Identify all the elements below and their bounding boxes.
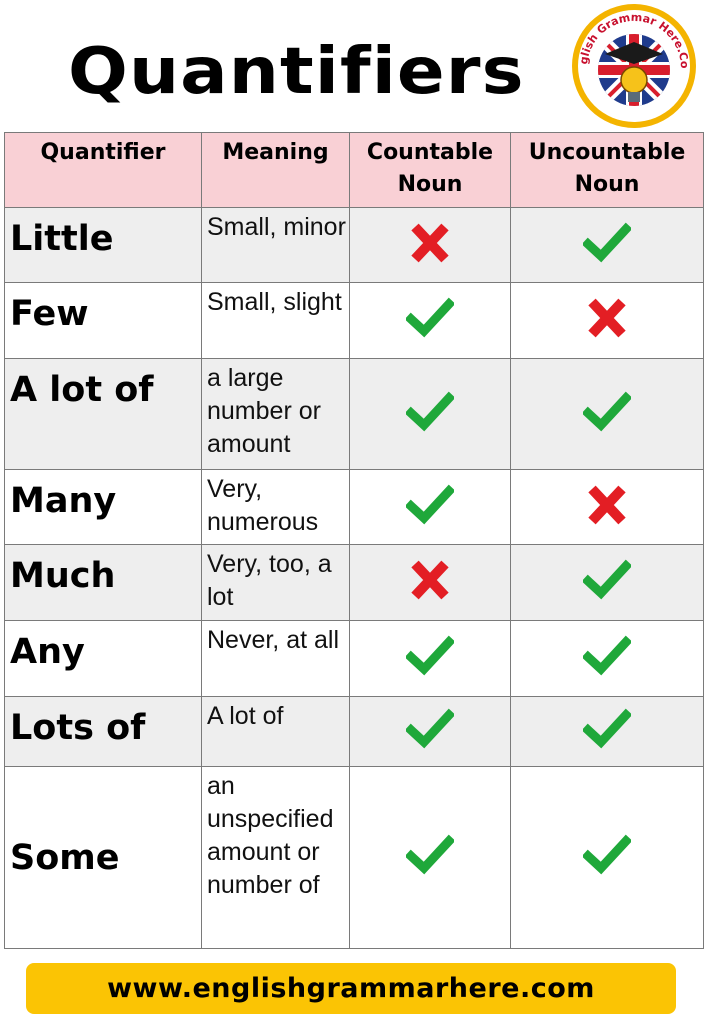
quantifier-cell: Little — [4, 207, 202, 283]
header-uncountable-line2: Noun — [574, 172, 640, 197]
table-row: Any Never, at all — [4, 620, 704, 697]
countable-cell — [349, 282, 511, 359]
header-uncountable: Uncountable Noun — [510, 132, 704, 208]
uncountable-cell — [510, 207, 704, 283]
logo-badge: English Grammar Here.Com — [563, 0, 696, 128]
cross-icon — [406, 220, 454, 266]
quantifier-cell: Lots of — [4, 696, 202, 767]
check-icon — [583, 706, 631, 752]
table-row: Much Very, too, a lot — [4, 544, 704, 621]
header-countable: Countable Noun — [349, 132, 511, 208]
countable-cell — [349, 469, 511, 545]
uncountable-cell — [510, 544, 704, 621]
table-row: Little Small, minor — [4, 207, 704, 283]
quantifier-cell: Few — [4, 282, 202, 359]
table-row: Many Very, numerous — [4, 469, 704, 545]
countable-cell — [349, 766, 511, 949]
meaning-cell: Never, at all — [201, 620, 350, 697]
uncountable-cell — [510, 358, 704, 470]
quantifier-cell: Much — [4, 544, 202, 621]
website-url: www.englishgrammarhere.com — [107, 973, 595, 1004]
quantifier-cell: Some — [4, 766, 202, 949]
website-url-banner: www.englishgrammarhere.com — [26, 963, 676, 1014]
check-icon — [583, 220, 631, 266]
meaning-cell: a large number or amount — [201, 358, 350, 470]
cross-icon — [406, 557, 454, 603]
countable-cell — [349, 544, 511, 621]
header-row: Quantifier Meaning Countable Noun Uncoun… — [4, 132, 704, 208]
table-row: Some an unspecified amount or number of — [4, 766, 704, 949]
check-icon — [406, 389, 454, 435]
header-countable-line2: Noun — [397, 172, 463, 197]
table-row: Few Small, slight — [4, 282, 704, 359]
uncountable-cell — [510, 282, 704, 359]
cross-icon — [583, 295, 631, 341]
uncountable-cell — [510, 469, 704, 545]
meaning-cell: an unspecified amount or number of — [201, 766, 350, 949]
cross-icon — [583, 482, 631, 528]
check-icon — [583, 633, 631, 679]
meaning-cell: Small, minor — [201, 207, 350, 283]
check-icon — [583, 832, 631, 878]
site-logo: English Grammar Here.Com — [563, 0, 705, 130]
check-icon — [583, 557, 631, 603]
quantifier-cell: Any — [4, 620, 202, 697]
table-row: A lot of a large number or amount — [4, 358, 704, 470]
meaning-cell: Very, too, a lot — [201, 544, 350, 621]
check-icon — [583, 389, 631, 435]
check-icon — [406, 295, 454, 341]
uncountable-cell — [510, 620, 704, 697]
header-quantifier: Quantifier — [4, 132, 202, 208]
table-row: Lots of A lot of — [4, 696, 704, 767]
check-icon — [406, 832, 454, 878]
uncountable-cell — [510, 696, 704, 767]
quantifier-cell: A lot of — [4, 358, 202, 470]
page-title: Quantifiers — [68, 35, 525, 109]
uncountable-cell — [510, 766, 704, 949]
meaning-cell: A lot of — [201, 696, 350, 767]
countable-cell — [349, 620, 511, 697]
countable-cell — [349, 358, 511, 470]
quantifier-table-container: Quantifier Meaning Countable Noun Uncoun… — [4, 132, 704, 949]
header-uncountable-line1: Uncountable — [528, 140, 686, 165]
check-icon — [406, 482, 454, 528]
check-icon — [406, 706, 454, 752]
quantifier-table: Quantifier Meaning Countable Noun Uncoun… — [4, 132, 704, 949]
meaning-cell: Small, slight — [201, 282, 350, 359]
countable-cell — [349, 207, 511, 283]
countable-cell — [349, 696, 511, 767]
header-meaning: Meaning — [201, 132, 350, 208]
meaning-cell: Very, numerous — [201, 469, 350, 545]
check-icon — [406, 633, 454, 679]
quantifier-cell: Many — [4, 469, 202, 545]
header-countable-line1: Countable — [366, 140, 494, 165]
